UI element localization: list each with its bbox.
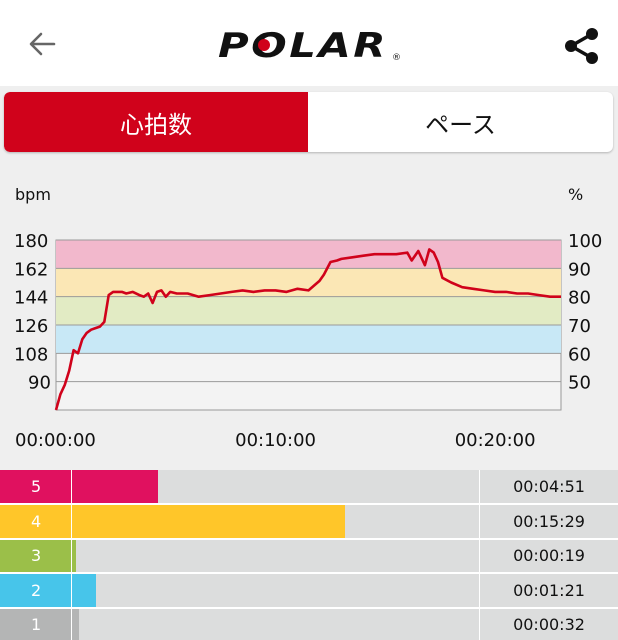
zone-number: 5 <box>31 477 42 496</box>
left-tick-label: 108 <box>14 344 48 365</box>
zone-bar <box>0 539 76 572</box>
app-header: POLAR ® <box>0 0 618 86</box>
zone-row-2: 2 00:01:21 <box>0 574 618 607</box>
zone-bar <box>0 470 158 503</box>
left-tick-label: 180 <box>14 231 48 252</box>
x-tick-label: 00:10:00 <box>235 430 316 451</box>
x-tick-label: 00:20:00 <box>455 430 536 451</box>
right-tick-label: 60 <box>568 344 591 365</box>
svg-text:POLAR: POLAR <box>218 26 388 64</box>
zone-time: 00:00:19 <box>513 546 585 565</box>
zone-divider <box>0 572 618 574</box>
zone-row-5: 5 00:04:51 <box>0 470 618 503</box>
zone-divider <box>0 538 618 540</box>
tab-pace[interactable]: ペース <box>425 110 496 139</box>
right-tick-label: 80 <box>568 288 591 309</box>
zone-time-divider <box>479 470 480 640</box>
zone-number: 2 <box>31 581 42 600</box>
left-tick-label: 126 <box>14 316 48 337</box>
zone-summary: 5 00:04:51 4 00:15:29 3 00:00:19 2 00:01:21 1 00:… <box>0 470 618 640</box>
zone-bar <box>0 574 96 607</box>
zone-band-3 <box>56 296 561 325</box>
zone-row-3: 3 00:00:19 <box>0 539 618 572</box>
zone-number: 4 <box>31 512 42 531</box>
right-axis-unit: % <box>568 185 583 204</box>
zone-number: 1 <box>31 615 42 634</box>
arrow-left-icon[interactable] <box>26 28 58 60</box>
share-icon[interactable] <box>562 26 602 66</box>
right-tick-label: 90 <box>568 259 591 280</box>
x-tick-label: 00:00:00 <box>15 430 96 451</box>
zone-time: 00:15:29 <box>513 512 585 531</box>
tab-heart-rate[interactable]: 心拍数 <box>4 92 308 152</box>
zone-number: 3 <box>31 546 42 565</box>
zone-divider <box>0 503 618 505</box>
zone-band-5 <box>56 240 561 269</box>
zone-band-2 <box>56 325 561 354</box>
zone-row-4: 4 00:15:29 <box>0 505 618 538</box>
heart-rate-line <box>54 248 561 411</box>
left-axis-unit: bpm <box>15 185 51 204</box>
zone-left-divider <box>71 470 72 640</box>
left-tick-label: 144 <box>14 288 48 309</box>
zone-bar <box>0 608 79 640</box>
zone-row-1: 1 00:00:32 <box>0 608 618 640</box>
left-tick-label: 162 <box>14 259 48 280</box>
right-tick-label: 70 <box>568 316 591 337</box>
zone-divider <box>0 607 618 609</box>
svg-text:®: ® <box>392 53 401 63</box>
zone-time: 00:04:51 <box>513 477 585 496</box>
metric-tabs: 心拍数 ペース <box>4 92 613 152</box>
zone-time: 00:01:21 <box>513 581 585 600</box>
right-tick-label: 100 <box>568 231 602 252</box>
left-tick-label: 90 <box>28 373 51 394</box>
zone-band-4 <box>56 268 561 297</box>
zone-bar <box>0 505 345 538</box>
polar-logo: POLAR ® <box>218 26 401 64</box>
right-tick-label: 50 <box>568 373 591 394</box>
heart-rate-chart: bpm % 180 162 144 126 108 90 100 90 80 70 60 50 00… <box>14 185 602 451</box>
zone-time: 00:00:32 <box>513 615 585 634</box>
